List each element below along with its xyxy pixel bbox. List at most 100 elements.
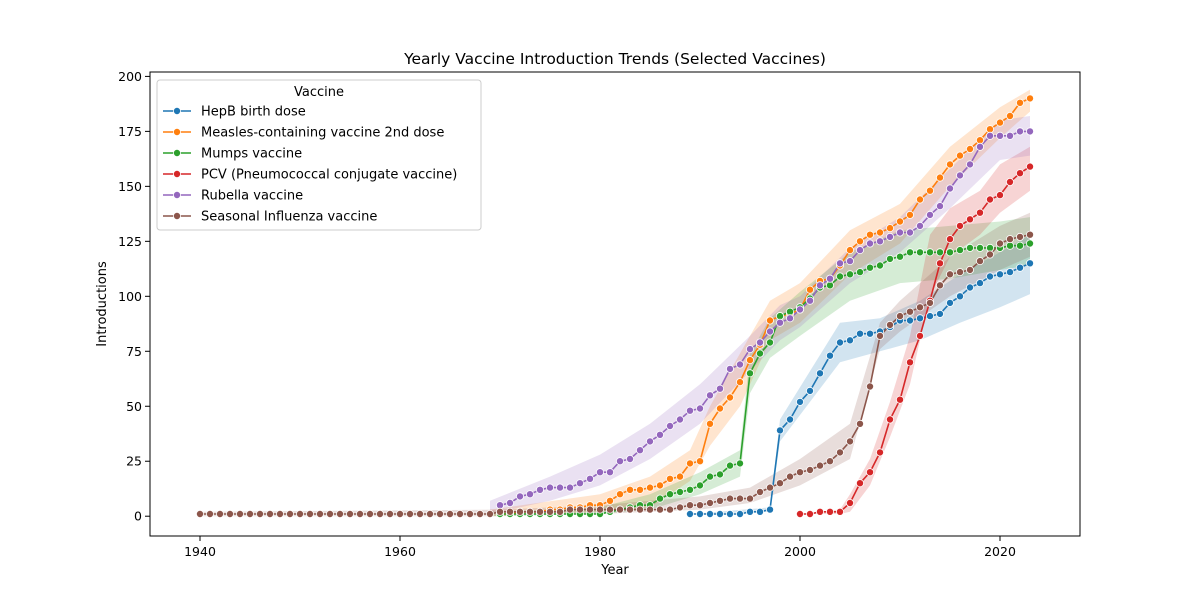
point-hepb-birth-dose-1993 (726, 509, 735, 518)
point-hepb-birth-dose-1998 (776, 426, 785, 435)
point-rubella-vaccine-1975 (546, 483, 555, 492)
confidence-bands (200, 89, 1030, 517)
point-measles-containing-vaccine-2nd-dose-2020 (996, 118, 1005, 127)
point-seasonal-influenza-vaccine-1970 (495, 507, 504, 516)
point-seasonal-influenza-vaccine-1953 (325, 509, 334, 518)
point-seasonal-influenza-vaccine-1947 (265, 509, 274, 518)
band-pcv-pneumococcal-conjugate-vaccine (800, 146, 1030, 515)
point-mumps-vaccine-1993 (726, 461, 735, 470)
point-hepb-birth-dose-2002 (816, 369, 825, 378)
point-rubella-vaccine-1990 (696, 404, 705, 413)
point-mumps-vaccine-2015 (946, 248, 955, 257)
point-mumps-vaccine-2003 (826, 281, 835, 290)
point-mumps-vaccine-1997 (766, 338, 775, 347)
point-pcv-pneumococcal-conjugate-vaccine-2006 (856, 479, 865, 488)
point-rubella-vaccine-1974 (536, 485, 545, 494)
point-mumps-vaccine-1999 (786, 307, 795, 316)
point-pcv-pneumococcal-conjugate-vaccine-2003 (826, 507, 835, 516)
point-rubella-vaccine-2006 (856, 246, 865, 255)
point-hepb-birth-dose-1990 (696, 509, 705, 518)
point-seasonal-influenza-vaccine-1989 (686, 501, 695, 510)
legend-frame (156, 79, 482, 231)
point-seasonal-influenza-vaccine-1996 (756, 487, 765, 496)
point-seasonal-influenza-vaccine-2001 (806, 465, 815, 474)
point-rubella-vaccine-2022 (1016, 127, 1025, 136)
point-pcv-pneumococcal-conjugate-vaccine-2018 (976, 208, 985, 217)
point-hepb-birth-dose-1995 (746, 507, 755, 516)
point-hepb-birth-dose-2018 (976, 279, 985, 288)
point-seasonal-influenza-vaccine-2002 (816, 461, 825, 470)
point-rubella-vaccine-2023 (1026, 127, 1035, 136)
point-rubella-vaccine-2001 (806, 296, 815, 305)
point-rubella-vaccine-2007 (866, 239, 875, 248)
point-rubella-vaccine-1988 (676, 415, 685, 424)
point-rubella-vaccine-2012 (916, 221, 925, 230)
point-seasonal-influenza-vaccine-1951 (305, 509, 314, 518)
point-measles-containing-vaccine-2nd-dose-1983 (626, 485, 635, 494)
point-hepb-birth-dose-2013 (926, 312, 935, 321)
point-mumps-vaccine-2019 (986, 243, 995, 252)
point-pcv-pneumococcal-conjugate-vaccine-2022 (1016, 169, 1025, 178)
point-measles-containing-vaccine-2nd-dose-2021 (1006, 112, 1015, 121)
point-hepb-birth-dose-1991 (706, 509, 715, 518)
x-tick-label-1980: 1980 (584, 544, 616, 559)
legend-title: Vaccine (294, 85, 344, 100)
point-pcv-pneumococcal-conjugate-vaccine-2004 (836, 507, 845, 516)
point-rubella-vaccine-1976 (556, 483, 565, 492)
point-rubella-vaccine-2002 (816, 281, 825, 290)
point-measles-containing-vaccine-2nd-dose-2010 (896, 217, 905, 226)
point-seasonal-influenza-vaccine-1984 (636, 505, 645, 514)
point-pcv-pneumococcal-conjugate-vaccine-2002 (816, 507, 825, 516)
point-seasonal-influenza-vaccine-1988 (676, 503, 685, 512)
point-seasonal-influenza-vaccine-2014 (936, 281, 945, 290)
point-measles-containing-vaccine-2nd-dose-1989 (686, 459, 695, 468)
legend-label-measles-containing-vaccine-2nd-dose: Measles-containing vaccine 2nd dose (201, 126, 444, 141)
point-measles-containing-vaccine-2nd-dose-1982 (616, 490, 625, 499)
point-seasonal-influenza-vaccine-1975 (546, 507, 555, 516)
point-rubella-vaccine-1978 (576, 479, 585, 488)
point-measles-containing-vaccine-2nd-dose-2014 (936, 173, 945, 182)
point-seasonal-influenza-vaccine-1981 (606, 505, 615, 514)
point-rubella-vaccine-1992 (716, 384, 725, 393)
point-seasonal-influenza-vaccine-2005 (846, 437, 855, 446)
x-tick-label-2020: 2020 (984, 544, 1016, 559)
point-seasonal-influenza-vaccine-2011 (906, 307, 915, 316)
point-rubella-vaccine-1999 (786, 314, 795, 323)
point-measles-containing-vaccine-2nd-dose-1986 (656, 481, 665, 490)
point-measles-containing-vaccine-2nd-dose-1988 (676, 472, 685, 481)
point-seasonal-influenza-vaccine-2006 (856, 419, 865, 428)
point-seasonal-influenza-vaccine-1955 (345, 509, 354, 518)
point-rubella-vaccine-2018 (976, 142, 985, 151)
point-pcv-pneumococcal-conjugate-vaccine-2017 (966, 215, 975, 224)
point-rubella-vaccine-1994 (736, 360, 745, 369)
point-rubella-vaccine-1982 (616, 457, 625, 466)
point-seasonal-influenza-vaccine-1995 (746, 494, 755, 503)
x-axis: 1940 1960 1980 2000 2020 (184, 536, 1016, 559)
point-seasonal-influenza-vaccine-2023 (1026, 230, 1035, 239)
point-mumps-vaccine-2013 (926, 248, 935, 257)
point-seasonal-influenza-vaccine-1945 (245, 509, 254, 518)
point-seasonal-influenza-vaccine-1962 (415, 509, 424, 518)
point-measles-containing-vaccine-2nd-dose-1993 (726, 393, 735, 402)
point-rubella-vaccine-1981 (606, 468, 615, 477)
point-hepb-birth-dose-2006 (856, 329, 865, 338)
point-mumps-vaccine-1990 (696, 481, 705, 490)
point-mumps-vaccine-2011 (906, 248, 915, 257)
y-tick-label-75: 75 (126, 344, 142, 359)
point-mumps-vaccine-1992 (716, 470, 725, 479)
band-measles-containing-vaccine-2nd-dose (490, 89, 1030, 517)
point-rubella-vaccine-1997 (766, 327, 775, 336)
point-seasonal-influenza-vaccine-1982 (616, 505, 625, 514)
point-seasonal-influenza-vaccine-1959 (385, 509, 394, 518)
point-mumps-vaccine-1996 (756, 349, 765, 358)
point-seasonal-influenza-vaccine-1983 (626, 505, 635, 514)
point-rubella-vaccine-2009 (886, 232, 895, 241)
point-seasonal-influenza-vaccine-2012 (916, 303, 925, 312)
point-rubella-vaccine-2014 (936, 202, 945, 211)
chart-title: Yearly Vaccine Introduction Trends (Sele… (403, 50, 826, 68)
legend-label-rubella-vaccine: Rubella vaccine (201, 189, 303, 204)
point-rubella-vaccine-2005 (846, 257, 855, 266)
point-hepb-birth-dose-2011 (906, 316, 915, 325)
point-rubella-vaccine-1986 (656, 430, 665, 439)
